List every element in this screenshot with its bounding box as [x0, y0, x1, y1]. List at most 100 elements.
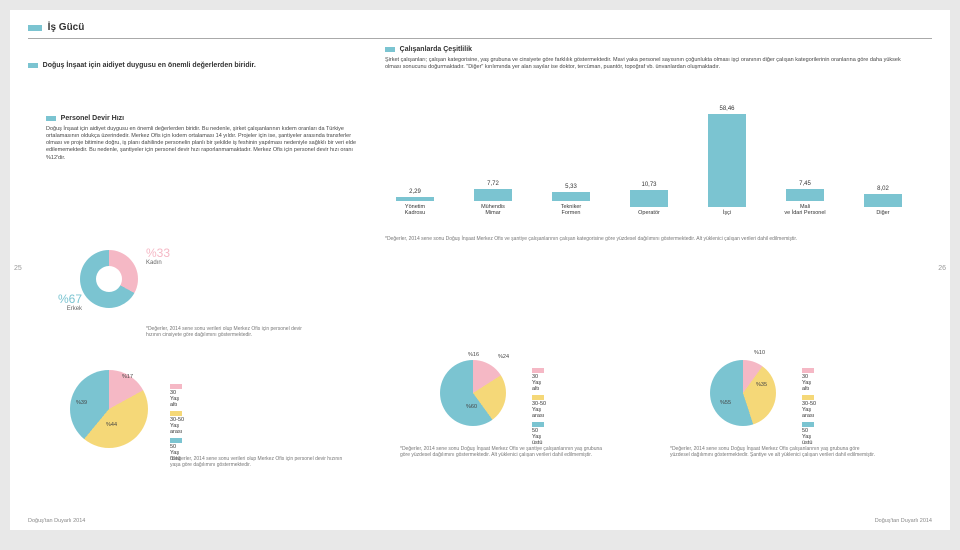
slice-label: %17 — [122, 374, 133, 380]
bar-column: 7,72 MühendisMimar — [463, 181, 523, 216]
legend-item: 30 Yaş altı — [170, 384, 185, 408]
pie-chart: %17 %44 %39 — [70, 370, 148, 448]
slice-label: %55 — [720, 400, 731, 406]
bar — [474, 189, 512, 201]
pie2-note: *Değerler, 2014 sene sonu Doğuş İnşaat M… — [400, 446, 610, 458]
bar-label: TeknikerFormen — [541, 204, 601, 216]
legend-label: 50 Yaş üstü — [532, 428, 542, 446]
legend-swatch — [532, 368, 544, 373]
legend-label: 30 Yaş altı — [532, 374, 541, 392]
header-accent — [28, 25, 42, 31]
legend-item: 30 Yaş altı — [532, 368, 547, 392]
turnover-title: Personel Devir Hızı — [61, 115, 124, 122]
slice-label: %35 — [756, 382, 767, 388]
legend-label: 30-50 Yaş arası — [802, 401, 816, 419]
legend-item: 30-50 Yaş arası — [802, 395, 817, 419]
diversity-section: Çalışanlarda Çeşitlilik Şirket çalışanla… — [385, 46, 905, 71]
intro-text: Doğuş İnşaat için aidiyet duygusu en öne… — [43, 62, 256, 69]
bar-value: 7,45 — [775, 181, 835, 187]
pie1-note: *Değerler, 2014 sene sonu verileri olup … — [170, 456, 350, 468]
pie-chart: %10 %35 %55 — [710, 360, 776, 426]
age-pie-2: %16 %24 %60 30 Yaş altı30-50 Yaş arası50… — [440, 360, 506, 426]
diversity-title: Çalışanlarda Çeşitlilik — [400, 46, 472, 53]
bar-column: 2,29 YönetimKadrosu — [385, 189, 445, 216]
bar — [630, 190, 668, 207]
legend-swatch — [532, 395, 544, 400]
legend-swatch — [170, 384, 182, 389]
page-number-left: 25 — [14, 265, 22, 272]
slice-label: %60 — [466, 404, 477, 410]
legend-swatch — [170, 411, 182, 416]
bar-column: 7,45 Malive İdari Personel — [775, 181, 835, 216]
footer-right: Doğuş'tan Duyarlı 2014 — [875, 518, 932, 524]
intro-section: Doğuş İnşaat için aidiyet duygusu en öne… — [28, 62, 256, 69]
page-title: İş Gücü — [48, 22, 85, 33]
bar-label: İşçi — [697, 210, 757, 216]
age-legend: 30 Yaş altı30-50 Yaş arası50 Yaş üstü — [170, 384, 185, 465]
age-legend: 30 Yaş altı 30-50 Yaş arası 50 Yaş üstü — [532, 368, 547, 449]
bar — [396, 197, 434, 201]
accent-bar — [46, 116, 56, 121]
bar-value: 10,73 — [619, 182, 679, 188]
accent-bar — [385, 47, 395, 52]
legend-swatch — [532, 422, 544, 427]
bar-value: 5,33 — [541, 184, 601, 190]
legend-label: 30 Yaş altı — [802, 374, 811, 392]
legend-item: 50 Yaş üstü — [802, 422, 817, 446]
legend-label: 30 Yaş altı — [170, 390, 179, 408]
page-header: İş Gücü — [28, 22, 84, 33]
bar-label: Diğer — [853, 210, 913, 216]
male-label: Erkek — [58, 306, 82, 312]
age-pie-3: %10 %35 %55 30 Yaş altı30-50 Yaş arası50… — [710, 360, 776, 426]
bar-value: 8,02 — [853, 186, 913, 192]
bar — [786, 189, 824, 201]
bar-label: MühendisMimar — [463, 204, 523, 216]
pie3-note: *Değerler, 2014 sene sonu Doğuş İnşaat M… — [670, 446, 880, 458]
legend-swatch — [802, 422, 814, 427]
bar-label: YönetimKadrosu — [385, 204, 445, 216]
turnover-body: Doğuş İnşaat için aidiyet duygusu en öne… — [46, 126, 356, 162]
gender-donut — [80, 250, 138, 308]
diversity-body: Şirket çalışanları; çalışan kategorisine… — [385, 57, 905, 71]
female-pct: %33 — [146, 246, 170, 260]
slice-label: %10 — [754, 350, 765, 356]
bar-column: 58,46 İşçi — [697, 106, 757, 216]
legend-item: 30-50 Yaş arası — [532, 395, 547, 419]
slice-label: %16 — [468, 352, 479, 358]
female-label: Kadın — [146, 260, 170, 266]
legend-item: 30-50 Yaş arası — [170, 411, 185, 435]
bar-column: 10,73 Operatör — [619, 182, 679, 216]
legend-swatch — [802, 368, 814, 373]
legend-label: 30-50 Yaş arası — [532, 401, 546, 419]
legend-item: 50 Yaş üstü — [532, 422, 547, 446]
pie-chart: %16 %24 %60 — [440, 360, 506, 426]
male-pct: %67 — [58, 292, 82, 306]
bar-value: 7,72 — [463, 181, 523, 187]
slice-label: %24 — [498, 354, 509, 360]
bar — [708, 114, 746, 207]
bar — [864, 194, 902, 207]
header-rule — [28, 38, 932, 39]
bar-value: 2,29 — [385, 189, 445, 195]
turnover-section: Personel Devir Hızı Doğuş İnşaat için ai… — [46, 115, 356, 162]
bar-column: 5,33 TeknikerFormen — [541, 184, 601, 216]
slice-label: %44 — [106, 422, 117, 428]
barchart-note: *Değerler, 2014 sene sonu Doğuş İnşaat M… — [385, 236, 930, 242]
gender-chart: %67 Erkek %33 Kadın *Değerler, 2014 sene… — [80, 250, 340, 308]
bar-label: Operatör — [619, 210, 679, 216]
legend-swatch — [170, 438, 182, 443]
bar-value: 58,46 — [697, 106, 757, 112]
legend-label: 30-50 Yaş arası — [170, 417, 184, 435]
page-number-right: 26 — [938, 265, 946, 272]
category-bar-chart: 2,29 YönetimKadrosu 7,72 MühendisMimar 5,33 T… — [385, 110, 930, 230]
bar — [552, 192, 590, 200]
footer-left: Doğuş'tan Duyarlı 2014 — [28, 518, 85, 524]
legend-swatch — [802, 395, 814, 400]
slice-label: %39 — [76, 400, 87, 406]
age-legend: 30 Yaş altı 30-50 Yaş arası 50 Yaş üstü — [802, 368, 817, 449]
legend-item: 30 Yaş altı — [802, 368, 817, 392]
bar-column: 8,02 Diğer — [853, 186, 913, 216]
accent-bar — [28, 63, 38, 68]
bar-label: Malive İdari Personel — [775, 204, 835, 216]
gender-note: *Değerler, 2014 sene sonu verileri olup … — [146, 326, 306, 338]
